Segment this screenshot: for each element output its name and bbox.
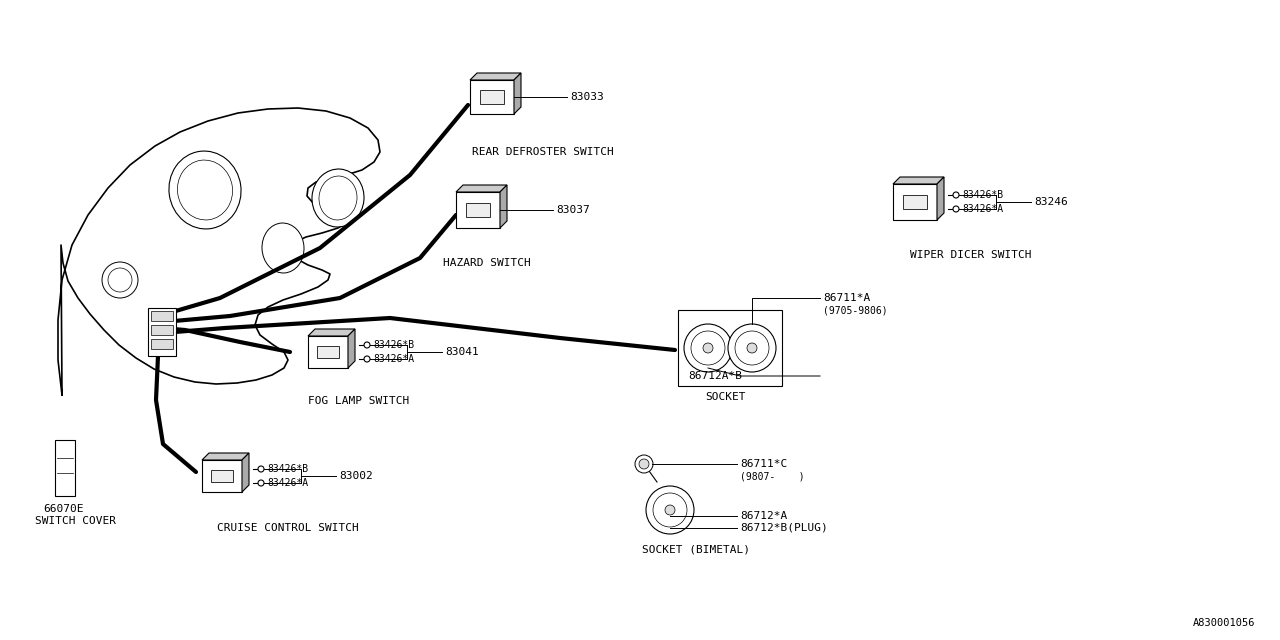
Text: SOCKET (BIMETAL): SOCKET (BIMETAL) xyxy=(643,544,750,554)
Bar xyxy=(151,325,173,335)
Circle shape xyxy=(639,459,649,469)
Text: FOG LAMP SWITCH: FOG LAMP SWITCH xyxy=(308,396,410,406)
Ellipse shape xyxy=(178,160,233,220)
Circle shape xyxy=(684,324,732,372)
Bar xyxy=(202,460,242,492)
Polygon shape xyxy=(308,329,355,336)
Bar xyxy=(466,203,490,217)
Bar xyxy=(902,195,927,209)
Circle shape xyxy=(364,342,370,348)
Circle shape xyxy=(691,331,724,365)
Text: A830001056: A830001056 xyxy=(1193,618,1254,628)
Text: 83426*A: 83426*A xyxy=(268,478,308,488)
Polygon shape xyxy=(456,185,507,192)
Circle shape xyxy=(735,331,769,365)
Polygon shape xyxy=(470,73,521,80)
Text: 86712*B(PLUG): 86712*B(PLUG) xyxy=(740,523,828,533)
Text: 66070E: 66070E xyxy=(44,504,83,514)
Text: 86711*A: 86711*A xyxy=(823,293,870,303)
Bar xyxy=(893,184,937,220)
Bar xyxy=(308,336,348,368)
Circle shape xyxy=(646,486,694,534)
Bar xyxy=(470,80,515,114)
Text: 86712*A: 86712*A xyxy=(740,511,787,521)
Ellipse shape xyxy=(312,169,364,227)
Text: 83426*B: 83426*B xyxy=(372,340,415,350)
Text: 83002: 83002 xyxy=(339,471,372,481)
Circle shape xyxy=(728,324,776,372)
Polygon shape xyxy=(893,177,945,184)
Polygon shape xyxy=(202,453,250,460)
Circle shape xyxy=(259,466,264,472)
Bar xyxy=(211,470,233,483)
Text: 83426*B: 83426*B xyxy=(963,190,1004,200)
Text: 86712A*B: 86712A*B xyxy=(689,371,742,381)
Text: 83426*A: 83426*A xyxy=(963,204,1004,214)
Polygon shape xyxy=(937,177,945,220)
Polygon shape xyxy=(348,329,355,368)
Ellipse shape xyxy=(319,176,357,220)
Circle shape xyxy=(703,343,713,353)
Text: SWITCH COVER: SWITCH COVER xyxy=(35,516,116,526)
Bar xyxy=(148,308,177,356)
Circle shape xyxy=(635,455,653,473)
Text: (9807-    ): (9807- ) xyxy=(740,471,805,481)
Circle shape xyxy=(666,505,675,515)
Polygon shape xyxy=(515,73,521,114)
Circle shape xyxy=(102,262,138,298)
Bar xyxy=(151,339,173,349)
Circle shape xyxy=(108,268,132,292)
Bar xyxy=(480,90,504,104)
Bar xyxy=(317,346,339,358)
Text: SOCKET: SOCKET xyxy=(705,392,745,402)
Circle shape xyxy=(954,206,959,212)
Bar xyxy=(151,311,173,321)
Polygon shape xyxy=(242,453,250,492)
Circle shape xyxy=(653,493,687,527)
Text: 83246: 83246 xyxy=(1034,197,1068,207)
Circle shape xyxy=(748,343,756,353)
Text: CRUISE CONTROL SWITCH: CRUISE CONTROL SWITCH xyxy=(218,523,358,533)
Polygon shape xyxy=(500,185,507,228)
Text: 86711*C: 86711*C xyxy=(740,459,787,469)
Text: HAZARD SWITCH: HAZARD SWITCH xyxy=(443,258,531,268)
Circle shape xyxy=(364,356,370,362)
Bar xyxy=(55,440,76,496)
Text: WIPER DICER SWITCH: WIPER DICER SWITCH xyxy=(910,250,1032,260)
Text: 83033: 83033 xyxy=(570,92,604,102)
Text: 83426*B: 83426*B xyxy=(268,464,308,474)
Text: (9705-9806): (9705-9806) xyxy=(823,305,887,315)
Text: 83037: 83037 xyxy=(556,205,590,215)
Text: 83041: 83041 xyxy=(445,347,479,357)
Text: REAR DEFROSTER SWITCH: REAR DEFROSTER SWITCH xyxy=(472,147,613,157)
Ellipse shape xyxy=(262,223,305,273)
Ellipse shape xyxy=(169,151,241,229)
Circle shape xyxy=(954,192,959,198)
Bar xyxy=(456,192,500,228)
Text: 83426*A: 83426*A xyxy=(372,354,415,364)
Circle shape xyxy=(259,480,264,486)
Bar xyxy=(678,310,782,386)
